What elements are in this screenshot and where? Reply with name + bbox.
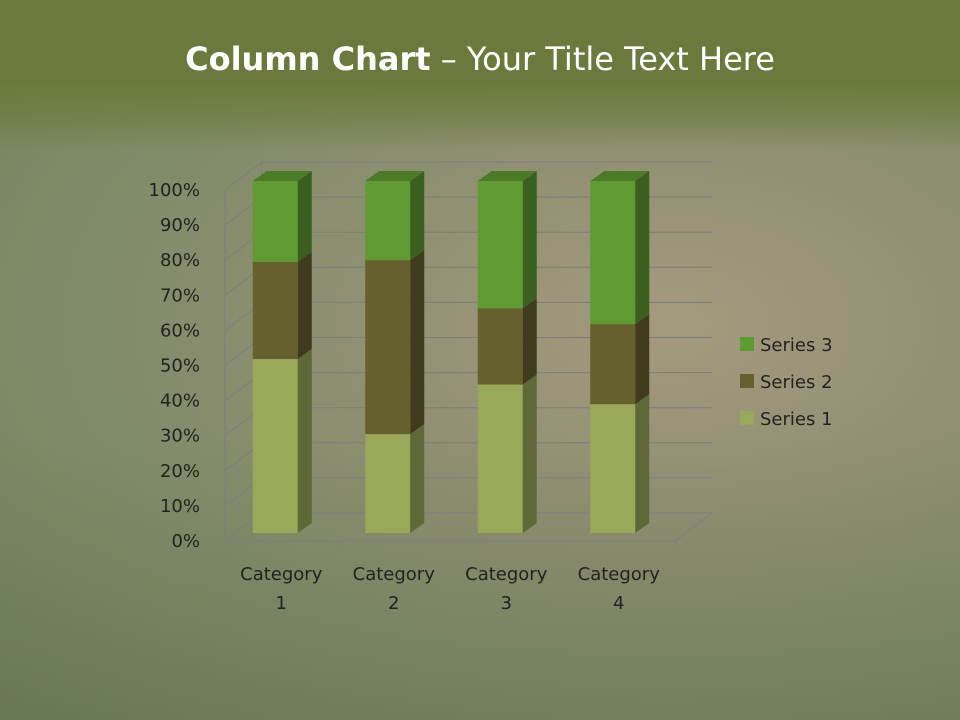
legend: Series 3 Series 2 Series 1 <box>740 335 833 430</box>
y-tick-label: 80% <box>160 250 200 271</box>
category-label-line: Category <box>578 564 661 585</box>
category-label-line: 3 <box>501 593 512 614</box>
bar-segment-side <box>522 374 537 533</box>
x-category-label: Category 3 <box>465 564 548 614</box>
bar-segment-side <box>410 171 425 261</box>
bar-segment-side <box>297 251 312 360</box>
column-4 <box>590 171 650 533</box>
y-tick-label: 0% <box>171 531 200 552</box>
title-rest: – Your Title Text Here <box>430 40 775 78</box>
bar-segment-front <box>252 261 298 360</box>
category-label-line: Category <box>465 564 548 585</box>
legend-swatch <box>740 374 754 388</box>
bar-segment-front <box>477 181 523 309</box>
column-2 <box>365 171 425 533</box>
column-1 <box>252 171 312 533</box>
x-category-label: Category 1 <box>240 564 323 614</box>
category-label-line: 4 <box>613 593 624 614</box>
category-label-line: 2 <box>388 593 399 614</box>
slide-title: Column Chart – Your Title Text Here <box>0 40 960 78</box>
bar-segment-side <box>635 394 650 533</box>
x-category-label: Category 2 <box>353 564 436 614</box>
bar-segment-front <box>590 324 636 405</box>
bar-top <box>252 171 312 181</box>
y-tick-label: 90% <box>160 215 200 236</box>
bar-top <box>365 171 425 181</box>
y-tick-label: 60% <box>160 320 200 341</box>
bar-segment-front <box>365 260 411 435</box>
y-tick-label: 30% <box>160 426 200 447</box>
category-label-line: Category <box>353 564 436 585</box>
bar-segment-side <box>635 314 650 405</box>
legend-label: Series 1 <box>760 409 833 430</box>
title-bar <box>0 0 960 150</box>
bar-segment-side <box>410 424 425 533</box>
bar-segment-front <box>477 384 523 533</box>
y-tick-label: 100% <box>149 180 200 201</box>
bar-segment-side <box>410 250 425 435</box>
bar-segment-side <box>522 171 537 309</box>
y-tick-label: 70% <box>160 285 200 306</box>
bar-top <box>477 171 537 181</box>
legend-label: Series 2 <box>760 372 833 393</box>
bar-segment-side <box>297 171 312 262</box>
bar-segment-side <box>522 298 537 385</box>
title-bold: Column Chart <box>185 40 431 78</box>
bar-segment-front <box>252 181 298 262</box>
legend-swatch <box>740 337 754 351</box>
legend-label: Series 3 <box>760 335 833 356</box>
bar-segment-front <box>590 404 636 533</box>
bar-segment-front <box>365 181 411 261</box>
x-category-label: Category 4 <box>578 564 661 614</box>
bar-segment-front <box>590 181 636 325</box>
column-3 <box>477 171 537 533</box>
category-label-line: 1 <box>276 593 287 614</box>
category-label-line: Category <box>240 564 323 585</box>
bar-segment-front <box>252 359 298 533</box>
bar-segment-front <box>365 434 411 533</box>
y-tick-label: 10% <box>160 496 200 517</box>
y-tick-label: 50% <box>160 356 200 377</box>
bar-segment-side <box>635 171 650 325</box>
bar-top <box>590 171 650 181</box>
y-tick-label: 20% <box>160 461 200 482</box>
bar-segment-side <box>297 349 312 533</box>
legend-swatch <box>740 411 754 425</box>
bar-segment-front <box>477 308 523 385</box>
y-tick-label: 40% <box>160 391 200 412</box>
